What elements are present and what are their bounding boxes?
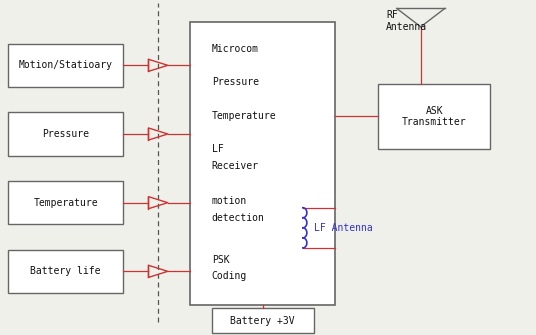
Text: Temperature: Temperature [33,198,98,208]
Bar [8,181,123,224]
Bar [8,112,123,156]
Text: Temperature: Temperature [212,111,277,121]
Text: Microcom: Microcom [212,44,259,54]
Bar [8,250,123,293]
Bar [212,308,314,333]
Bar [190,22,335,305]
Text: Motion/Statioary: Motion/Statioary [19,60,113,70]
Text: detection: detection [212,213,265,223]
Text: PSK: PSK [212,255,229,265]
Text: Coding: Coding [212,271,247,281]
Text: Battery life: Battery life [31,266,101,276]
Text: Pressure: Pressure [42,129,89,139]
Bar [8,44,123,87]
Text: motion: motion [212,196,247,206]
Text: LF: LF [212,144,224,154]
Bar [378,84,490,149]
Text: RF
Antenna: RF Antenna [386,10,427,31]
Text: LF Antenna: LF Antenna [314,223,373,233]
Text: Battery +3V: Battery +3V [230,316,295,326]
Text: Pressure: Pressure [212,77,259,87]
Text: Receiver: Receiver [212,161,259,171]
Text: ASK
Transmitter: ASK Transmitter [402,106,466,127]
